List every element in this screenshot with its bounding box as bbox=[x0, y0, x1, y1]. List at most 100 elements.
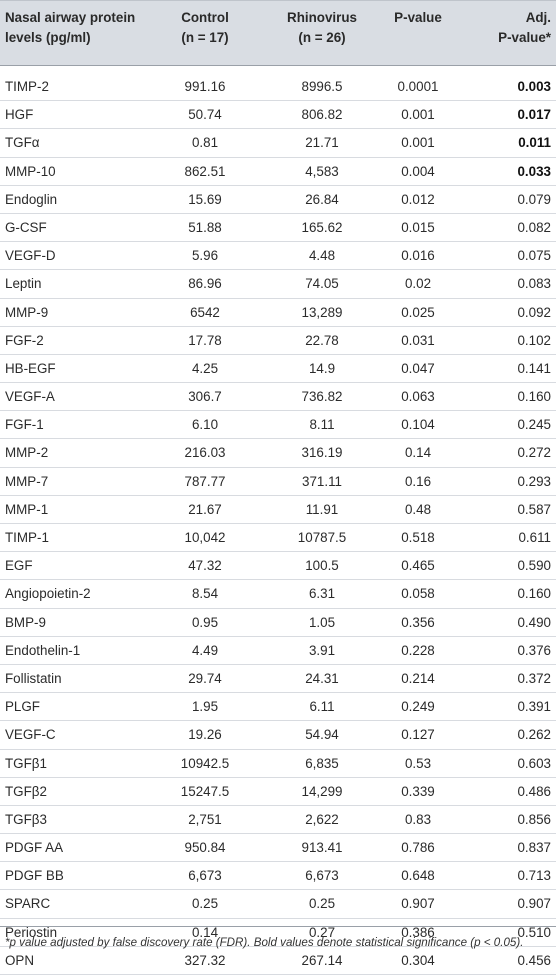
rhinovirus-cell: 4.48 bbox=[308, 248, 336, 264]
control-cell: 950.84 bbox=[184, 840, 226, 856]
control-cell: 787.77 bbox=[184, 473, 226, 489]
control-cell: 4.49 bbox=[191, 642, 219, 658]
table-row: VEGF-D 5.96 4.48 0.016 0.075 bbox=[0, 242, 556, 271]
table-row: SPARC 0.25 0.25 0.907 0.907 bbox=[0, 890, 556, 919]
pvalue-cell: 0.004 bbox=[401, 163, 435, 179]
pvalue-cell: 0.228 bbox=[401, 642, 435, 658]
pvalue-cell: 0.16 bbox=[404, 473, 432, 489]
adj-pvalue-cell: 0.011 bbox=[518, 135, 551, 151]
table-row: MMP-9 6542 13,289 0.025 0.092 bbox=[0, 299, 556, 327]
pvalue-cell: 0.48 bbox=[404, 501, 432, 517]
adj-pvalue-cell: 0.510 bbox=[517, 924, 551, 940]
adj-pvalue-cell: 0.856 bbox=[517, 811, 551, 827]
table-row: VEGF-A 306.7 736.82 0.063 0.160 bbox=[0, 383, 556, 412]
table-row: TGFα 0.81 21.71 0.001 0.011 bbox=[0, 129, 556, 158]
control-cell: 10,042 bbox=[184, 530, 226, 545]
pvalue-cell: 0.465 bbox=[401, 558, 435, 574]
pvalue-cell: 0.14 bbox=[404, 445, 432, 461]
pvalue-cell: 0.907 bbox=[401, 896, 435, 912]
control-cell: 47.32 bbox=[188, 558, 222, 574]
protein-cell: PLGF bbox=[5, 699, 40, 715]
control-cell: 327.32 bbox=[184, 952, 226, 968]
adj-pvalue-cell: 0.590 bbox=[517, 558, 551, 574]
table-row: Follistatin 29.74 24.31 0.214 0.372 bbox=[0, 665, 556, 694]
protein-cell: G-CSF bbox=[5, 219, 47, 235]
control-cell: 0.14 bbox=[191, 924, 219, 940]
pvalue-cell: 0.249 bbox=[401, 699, 435, 715]
adj-pvalue-cell: 0.262 bbox=[517, 727, 551, 743]
rhinovirus-cell: 6.31 bbox=[308, 586, 336, 602]
table-row: MMP-10 862.51 4,583 0.004 0.033 bbox=[0, 158, 556, 186]
table-row: TIMP-2 991.16 8996.5 0.0001 0.003 bbox=[0, 73, 556, 102]
adj-pvalue-cell: 0.083 bbox=[517, 276, 551, 292]
rhinovirus-cell: 371.11 bbox=[302, 473, 342, 489]
table-row: PDGF AA 950.84 913.41 0.786 0.837 bbox=[0, 834, 556, 863]
pvalue-cell: 0.015 bbox=[401, 219, 435, 235]
table-bottom-rule bbox=[0, 926, 556, 927]
adj-pvalue-cell: 0.245 bbox=[517, 417, 551, 433]
table-row: TGFβ3 2,751 2,622 0.83 0.856 bbox=[0, 806, 556, 835]
control-cell: 862.51 bbox=[184, 163, 226, 179]
adj-pvalue-cell: 0.160 bbox=[517, 586, 551, 602]
table-row: MMP-1 21.67 11.91 0.48 0.587 bbox=[0, 496, 556, 524]
control-cell: 21.67 bbox=[188, 501, 222, 517]
table-row: Angiopoietin-2 8.54 6.31 0.058 0.160 bbox=[0, 580, 556, 609]
rhinovirus-cell: 3.91 bbox=[308, 642, 336, 658]
header-protein-line1: Nasal airway protein bbox=[5, 10, 136, 25]
control-cell: 50.74 bbox=[188, 107, 222, 123]
protein-cell: HGF bbox=[5, 107, 34, 123]
header-rhinovirus: Rhinovirus (n = 26) bbox=[262, 8, 382, 48]
protein-cell: PDGF AA bbox=[5, 840, 64, 856]
table-row: G-CSF 51.88 165.62 0.015 0.082 bbox=[0, 214, 556, 243]
protein-cell: Leptin bbox=[5, 276, 42, 292]
protein-cell: Follistatin bbox=[5, 670, 62, 686]
protein-cell: TGFβ1 bbox=[5, 755, 47, 771]
adj-pvalue-cell: 0.837 bbox=[517, 840, 551, 856]
control-cell: 4.25 bbox=[191, 360, 219, 376]
protein-cell: FGF-2 bbox=[5, 332, 44, 348]
rhinovirus-cell: 54.94 bbox=[305, 727, 339, 743]
rhinovirus-cell: 806.82 bbox=[301, 107, 343, 123]
adj-pvalue-cell: 0.003 bbox=[517, 79, 551, 94]
adj-pvalue-cell: 0.603 bbox=[517, 755, 551, 771]
protein-cell: MMP-2 bbox=[5, 445, 49, 461]
protein-cell: MMP-7 bbox=[5, 473, 49, 489]
table-row: Periostin 0.14 0.27 0.386 0.510 bbox=[0, 919, 556, 947]
rhinovirus-cell: 74.05 bbox=[305, 276, 339, 292]
adj-pvalue-cell: 0.272 bbox=[517, 445, 551, 461]
rhinovirus-cell: 26.84 bbox=[305, 191, 339, 207]
header-adj-line1: Adj. bbox=[525, 10, 551, 25]
control-cell: 15.69 bbox=[188, 191, 222, 207]
table-row: BMP-9 0.95 1.05 0.356 0.490 bbox=[0, 609, 556, 637]
protein-cell: MMP-1 bbox=[5, 501, 49, 517]
protein-cell: TGFβ2 bbox=[5, 783, 47, 799]
pvalue-cell: 0.001 bbox=[401, 107, 435, 123]
table-row: TGFβ2 15247.5 14,299 0.339 0.486 bbox=[0, 778, 556, 806]
header-pvalue: P-value bbox=[378, 8, 458, 28]
rhinovirus-cell: 13,289 bbox=[301, 304, 343, 320]
pvalue-cell: 0.058 bbox=[401, 586, 435, 602]
table-row: PDGF BB 6,673 6,673 0.648 0.713 bbox=[0, 862, 556, 891]
header-pvalue-label: P-value bbox=[394, 10, 442, 25]
adj-pvalue-cell: 0.490 bbox=[517, 614, 551, 630]
pvalue-cell: 0.001 bbox=[401, 135, 435, 151]
adj-pvalue-cell: 0.102 bbox=[517, 332, 551, 348]
rhinovirus-cell: 14,299 bbox=[301, 783, 343, 799]
protein-cell: FGF-1 bbox=[5, 417, 44, 433]
control-cell: 8.54 bbox=[191, 586, 219, 602]
header-rhinovirus-line1: Rhinovirus bbox=[287, 10, 357, 25]
table-row: HGF 50.74 806.82 0.001 0.017 bbox=[0, 101, 556, 130]
adj-pvalue-cell: 0.713 bbox=[517, 868, 551, 884]
protein-cell: BMP-9 bbox=[5, 614, 46, 630]
header-control-line2: (n = 17) bbox=[181, 30, 229, 45]
pvalue-cell: 0.063 bbox=[401, 389, 435, 405]
pvalue-cell: 0.648 bbox=[401, 868, 435, 884]
rhinovirus-cell: 316.19 bbox=[301, 445, 343, 461]
pvalue-cell: 0.127 bbox=[401, 727, 435, 743]
table-row: Endoglin 15.69 26.84 0.012 0.079 bbox=[0, 186, 556, 214]
table-row: TGFβ1 10942.5 6,835 0.53 0.603 bbox=[0, 750, 556, 778]
adj-pvalue-cell: 0.391 bbox=[517, 699, 551, 715]
protein-cell: VEGF-A bbox=[5, 389, 55, 405]
adj-pvalue-cell: 0.075 bbox=[517, 248, 551, 264]
rhinovirus-cell: 0.25 bbox=[308, 896, 336, 912]
